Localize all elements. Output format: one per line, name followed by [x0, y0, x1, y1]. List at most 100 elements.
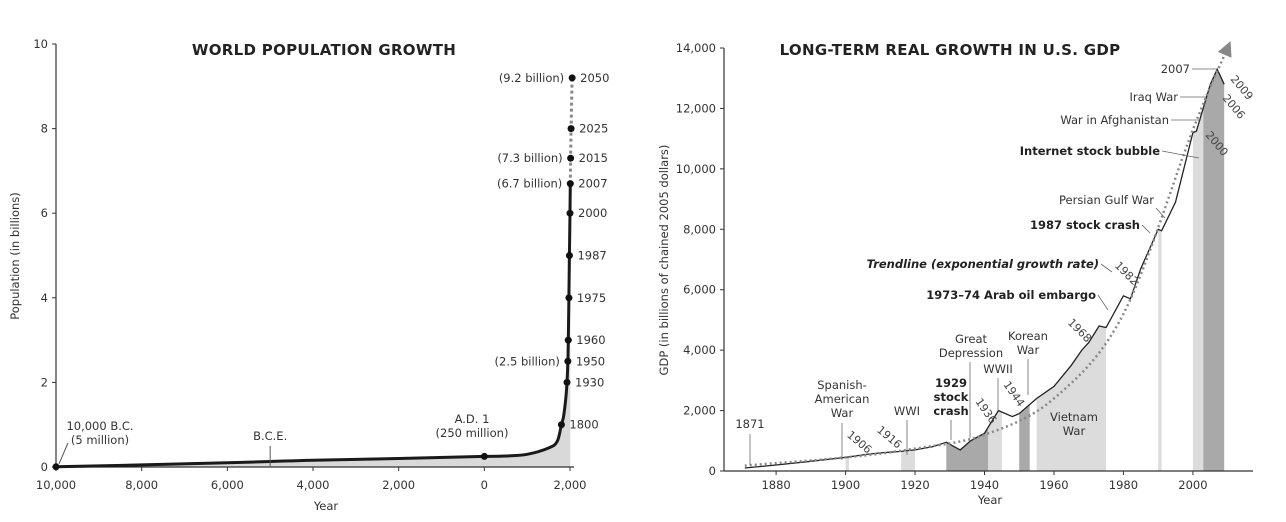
gdp-x-tick-label: 1940	[970, 478, 999, 492]
gdp-rotated-year-label: 1944	[1001, 379, 1028, 409]
gdp-x-tick-label: 1920	[900, 478, 929, 492]
gdp-annotation-label: Spanish-	[817, 378, 867, 392]
gdp-x-tick-label: 1900	[831, 478, 860, 492]
gdp-annotation-label: 1871	[735, 417, 764, 431]
gdp-shaded-band	[845, 456, 849, 471]
gdp-annotation-leader	[1097, 294, 1109, 311]
population-annotation-line1: A.D. 1	[455, 412, 490, 426]
population-point-label: 1950	[576, 354, 605, 368]
gdp-y-tick-label: 0	[709, 464, 716, 478]
population-point	[52, 463, 60, 471]
gdp-annotation-label: Persian Gulf War	[1059, 193, 1154, 207]
population-point-label: 2025	[579, 122, 608, 136]
population-annotation-line2: (5 million)	[71, 433, 129, 447]
gdp-annotation-label: War	[1063, 424, 1086, 438]
gdp-annotation-label: 1929	[935, 376, 967, 390]
population-point-label: 2050	[580, 71, 609, 85]
population-point-label: 2000	[578, 206, 607, 220]
population-point-note: (2.5 billion)	[495, 354, 560, 368]
gdp-annotation-label: Iraq War	[1129, 90, 1178, 104]
gdp-annotation-label: Korean	[1008, 329, 1048, 343]
gdp-chart: LONG-TERM REAL GROWTH IN U.S. GDP Year GDP…	[657, 41, 1256, 507]
population-annotation-leader	[58, 442, 69, 464]
population-x-tick-label: 10,000	[36, 478, 76, 492]
population-point	[563, 378, 571, 386]
population-point-note: (6.7 billion)	[497, 177, 562, 191]
population-point	[557, 421, 565, 429]
population-point-label: 1987	[577, 249, 606, 263]
gdp-annotation-label: War	[1017, 343, 1040, 357]
population-y-tick-label: 10	[33, 37, 48, 51]
gdp-annotation-label: Internet stock bubble	[1020, 144, 1160, 158]
gdp-annotation-label: Great	[955, 332, 988, 346]
gdp-y-tick-label: 2,000	[683, 404, 716, 418]
gdp-rotated-year-label: 1982	[1112, 259, 1141, 288]
gdp-annotation-label: WWII	[983, 362, 1013, 376]
population-x-tick-label: 2,000	[382, 478, 415, 492]
population-point	[564, 336, 572, 344]
population-x-axis-label: Year	[313, 499, 339, 513]
gdp-annotation-leader	[1100, 263, 1113, 273]
population-point-label: 1960	[576, 333, 605, 347]
population-chart: WORLD POPULATION GROWTH Year Population (i…	[8, 37, 609, 513]
population-point-label: 1930	[575, 375, 604, 389]
gdp-y-axis-label: GDP (in billions of chained 2005 dollars…	[657, 145, 671, 376]
population-point-label: 2007	[578, 177, 607, 191]
population-x-tick-label: 4,000	[297, 478, 330, 492]
gdp-annotation-label: 1987 stock crash	[1030, 218, 1140, 232]
gdp-annotation-label: WWI	[894, 404, 920, 418]
population-point	[565, 252, 573, 259]
population-x-tick-label: 2,000	[554, 478, 587, 492]
population-point-label: 2015	[579, 151, 608, 165]
gdp-shaded-band	[1203, 69, 1225, 471]
gdp-x-tick-label: 1980	[1109, 478, 1138, 492]
gdp-shaded-band	[1019, 404, 1030, 471]
population-y-axis-label: Population (in billions)	[8, 192, 22, 320]
population-point	[564, 357, 572, 365]
population-y-tick-label: 8	[41, 122, 48, 136]
gdp-shaded-band	[946, 427, 988, 471]
population-point-note: (9.2 billion)	[499, 71, 564, 85]
population-point	[566, 209, 574, 217]
gdp-shaded-band	[901, 449, 915, 471]
gdp-annotation-label: stock	[934, 390, 969, 404]
gdp-x-tick-label: 1880	[761, 478, 790, 492]
population-point	[565, 294, 573, 302]
gdp-x-tick-label: 1960	[1039, 478, 1068, 492]
gdp-annotation-label: 2007	[1161, 62, 1190, 76]
population-annotation-line1: 10,000 B.C.	[66, 419, 133, 433]
gdp-rotated-year-label: 1906	[844, 428, 874, 456]
population-x-tick-label: 0	[481, 478, 488, 492]
population-x-tick-label: 6,000	[211, 478, 244, 492]
population-annotation-line2: (250 million)	[436, 426, 509, 440]
gdp-shaded-band	[1158, 229, 1162, 471]
gdp-x-axis-label: Year	[977, 493, 1003, 507]
population-x-tick-label: 8,000	[125, 478, 158, 492]
gdp-trendline	[744, 41, 1232, 467]
gdp-annotation-label: Trendline (exponential growth rate)	[867, 257, 1099, 271]
population-projection-line	[568, 77, 574, 184]
population-point	[566, 180, 574, 188]
population-point	[480, 452, 488, 460]
population-point	[567, 154, 575, 162]
gdp-x-tick-label: 2000	[1178, 478, 1207, 492]
gdp-annotation-leader	[1161, 150, 1200, 159]
gdp-annotation-label: American	[815, 392, 870, 406]
gdp-y-tick-label: 14,000	[676, 41, 716, 55]
population-chart-title: WORLD POPULATION GROWTH	[192, 41, 456, 59]
population-y-tick-label: 2	[41, 375, 48, 389]
gdp-shaded-band	[1036, 326, 1107, 471]
population-annotation-line1: B.C.E.	[253, 429, 287, 443]
gdp-chart-title: LONG-TERM REAL GROWTH IN U.S. GDP	[780, 41, 1121, 59]
gdp-y-tick-label: 6,000	[683, 283, 716, 297]
population-point-label: 1975	[577, 291, 606, 305]
population-y-tick-label: 0	[41, 460, 48, 474]
population-y-tick-label: 4	[41, 291, 48, 305]
gdp-annotation-leader	[1155, 207, 1166, 219]
gdp-shaded-band	[988, 410, 1002, 471]
gdp-annotation-label: 1973–74 Arab oil embargo	[926, 288, 1096, 302]
gdp-y-tick-label: 12,000	[676, 101, 716, 115]
gdp-annotation-label: War in Afghanistan	[1060, 113, 1169, 127]
